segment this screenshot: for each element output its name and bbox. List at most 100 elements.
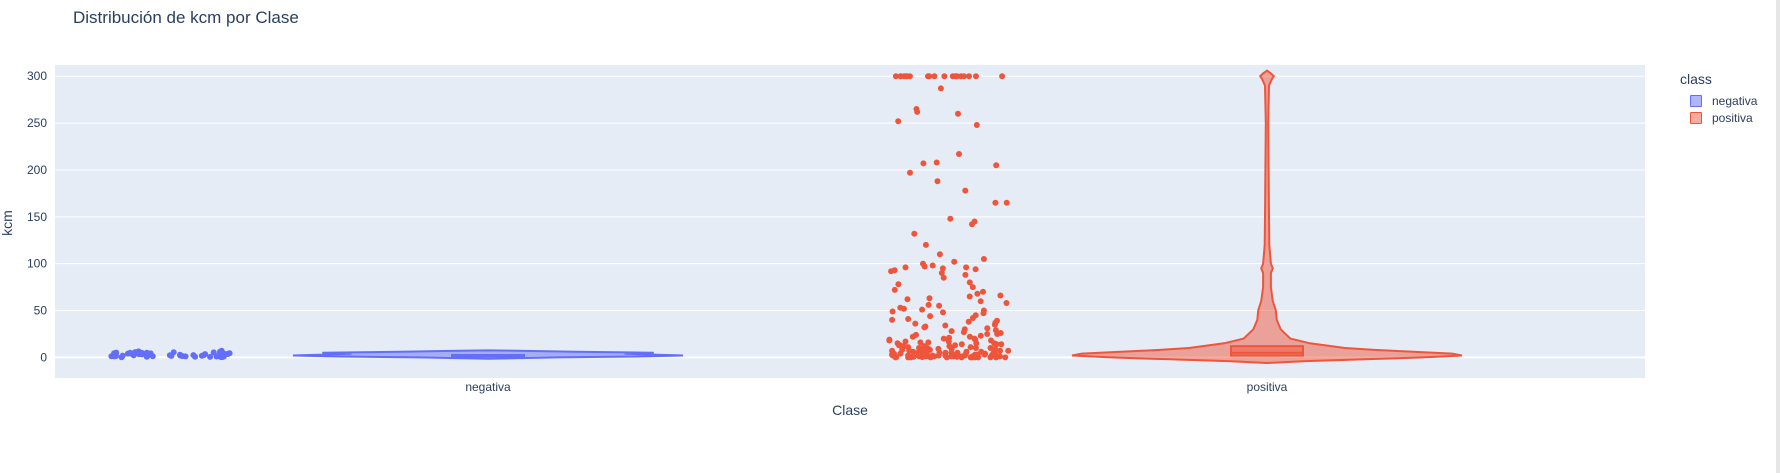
point-positiva-192	[967, 344, 974, 351]
point-negativa-47	[192, 353, 199, 360]
scrollbar[interactable]	[1776, 0, 1780, 473]
point-positiva-55	[895, 281, 902, 288]
point-positiva-179	[987, 345, 994, 351]
point-positiva-61	[966, 293, 973, 300]
point-positiva-171	[1002, 354, 1009, 361]
point-positiva-67	[936, 302, 943, 309]
point-negativa-39	[119, 352, 126, 359]
point-positiva-58	[980, 288, 986, 295]
point-positiva-30	[934, 178, 941, 185]
x-tick-labels: negativa positiva	[465, 380, 1287, 394]
point-positiva-50	[888, 268, 895, 275]
point-positiva-56	[969, 284, 976, 291]
legend-item-negativa[interactable]: negativa	[1680, 92, 1757, 109]
point-positiva-52	[962, 271, 969, 278]
chart-title: Distribución de kcm por Clase	[73, 8, 299, 27]
series-positiva	[886, 69, 1463, 365]
point-positiva-110	[958, 341, 965, 348]
point-positiva-92	[960, 329, 967, 336]
mark-layer	[108, 69, 1463, 365]
point-positiva-185	[967, 354, 974, 361]
point-negativa-45	[143, 349, 150, 356]
point-positiva-32	[992, 199, 999, 206]
point-positiva-176	[945, 338, 952, 345]
point-positiva-70	[919, 306, 926, 313]
point-positiva-184	[950, 353, 957, 360]
point-positiva-174	[909, 333, 916, 340]
point-positiva-127	[997, 347, 1003, 354]
point-positiva-118	[972, 345, 979, 351]
point-negativa-1	[207, 353, 214, 360]
point-positiva-143	[981, 351, 988, 358]
point-positiva-21	[914, 108, 921, 115]
point-negativa-13	[202, 351, 209, 358]
point-positiva-107	[973, 340, 980, 347]
point-positiva-202	[889, 352, 896, 359]
series-negativa	[108, 347, 684, 361]
point-positiva-18	[904, 73, 910, 80]
point-positiva-10	[999, 73, 1006, 80]
point-positiva-65	[1003, 300, 1010, 306]
point-positiva-57	[891, 286, 898, 293]
point-positiva-0	[931, 73, 938, 80]
point-positiva-81	[965, 318, 972, 325]
legend: class negativa positiva	[1680, 71, 1757, 126]
point-positiva-54	[966, 279, 973, 286]
point-positiva-191	[935, 345, 942, 352]
point-positiva-41	[951, 258, 958, 265]
point-positiva-197	[915, 352, 922, 359]
point-positiva-13	[941, 73, 948, 80]
y-tick-label-300: 300	[27, 69, 47, 83]
point-positiva-173	[984, 331, 991, 337]
point-positiva-59	[974, 290, 981, 297]
point-positiva-178	[946, 343, 953, 350]
point-positiva-165	[958, 354, 965, 361]
point-negativa-43	[128, 350, 135, 357]
point-negativa-38	[149, 353, 156, 360]
point-positiva-34	[947, 215, 954, 222]
legend-swatch-positiva	[1690, 111, 1702, 124]
point-positiva-194	[991, 340, 998, 347]
point-positiva-47	[939, 265, 946, 272]
point-positiva-23	[895, 118, 902, 125]
legend-item-positiva[interactable]: positiva	[1680, 109, 1757, 126]
point-positiva-19	[937, 85, 944, 92]
point-positiva-11	[926, 73, 933, 80]
point-positiva-25	[956, 151, 962, 157]
point-positiva-96	[977, 332, 984, 339]
point-positiva-76	[927, 313, 934, 320]
point-positiva-46	[902, 264, 909, 271]
point-positiva-87	[921, 324, 928, 331]
point-negativa-37	[213, 353, 220, 360]
point-positiva-62	[926, 295, 933, 302]
legend-label-positiva: positiva	[1712, 110, 1753, 125]
point-positiva-106	[917, 339, 924, 346]
point-positiva-168	[943, 354, 950, 361]
point-positiva-39	[936, 251, 943, 258]
x-tick-label-positiva: positiva	[1247, 380, 1288, 394]
point-positiva-40	[980, 256, 987, 262]
plot-background	[55, 65, 1645, 378]
point-negativa-49	[166, 352, 173, 359]
y-tick-label-150: 150	[27, 210, 47, 224]
point-positiva-193	[897, 342, 904, 349]
y-tick-label-50: 50	[34, 304, 48, 318]
point-positiva-200	[927, 354, 934, 361]
y-tick-label-0: 0	[40, 350, 47, 364]
box-positiva	[1230, 345, 1304, 357]
legend-title: class	[1680, 71, 1712, 87]
point-positiva-79	[889, 316, 896, 323]
point-positiva-64	[977, 298, 984, 305]
point-positiva-189	[942, 349, 949, 356]
point-positiva-196	[897, 350, 904, 357]
point-positiva-105	[925, 339, 932, 346]
point-positiva-17	[897, 73, 904, 80]
point-negativa-42	[136, 351, 143, 358]
y-tick-labels: 0 50 100 150 200 250 300	[27, 69, 47, 364]
point-positiva-69	[900, 305, 907, 312]
point-positiva-72	[889, 308, 896, 315]
y-tick-label-100: 100	[27, 257, 47, 271]
point-positiva-77	[969, 315, 976, 321]
point-positiva-24	[973, 122, 980, 128]
